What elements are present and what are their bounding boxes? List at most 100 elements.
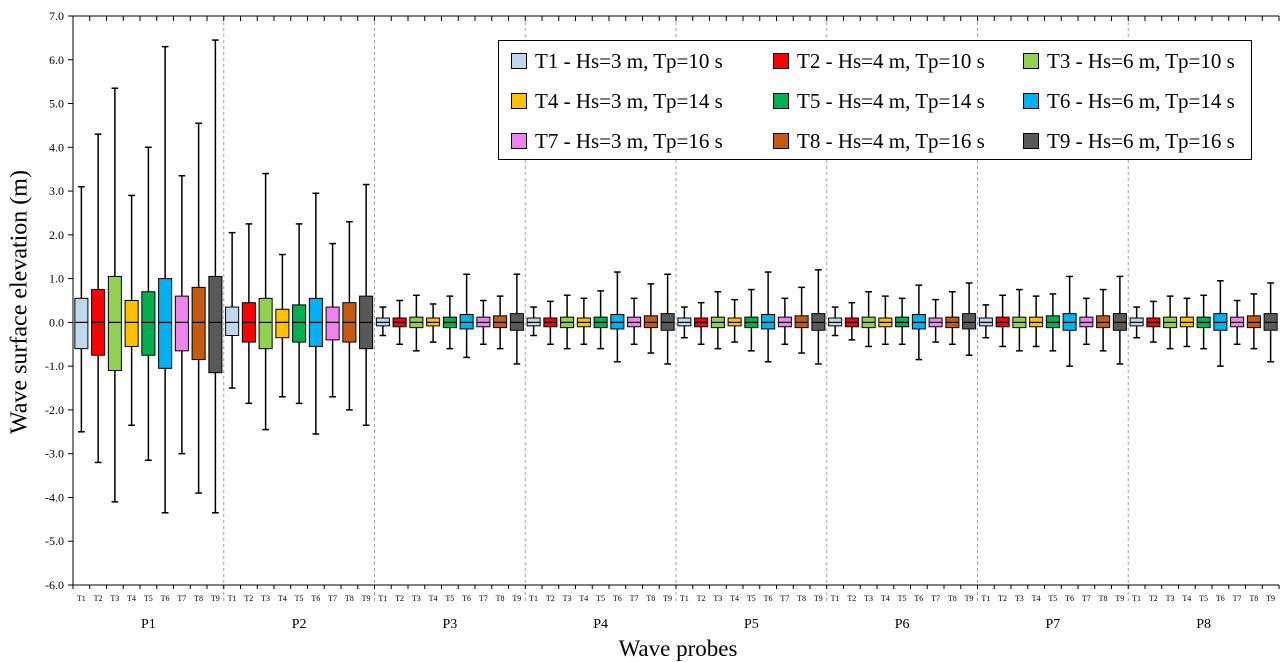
box-P6-T3 bbox=[861, 290, 876, 348]
case-tick-label: T9 bbox=[663, 594, 672, 603]
case-tick-label: T2 bbox=[546, 594, 555, 603]
box-body bbox=[1096, 315, 1111, 329]
box-P5-T1 bbox=[677, 306, 692, 339]
box-P7-T3 bbox=[1012, 288, 1027, 352]
case-tick-label: T2 bbox=[94, 594, 103, 603]
case-tick-label: T9 bbox=[362, 594, 371, 603]
case-tick-label: T6 bbox=[1065, 594, 1074, 603]
y-tick-label: 0.0 bbox=[49, 315, 64, 329]
box-body bbox=[794, 315, 809, 329]
y-tick-label: 7.0 bbox=[49, 9, 64, 23]
box-P4-T8 bbox=[643, 283, 658, 354]
box-P1-T1 bbox=[74, 185, 89, 433]
case-tick-label: T6 bbox=[764, 594, 773, 603]
case-tick-label: T1 bbox=[378, 594, 387, 603]
box-P1-T5 bbox=[141, 146, 156, 462]
box-P3-T8 bbox=[493, 295, 508, 350]
box-P5-T5 bbox=[744, 288, 759, 352]
case-tick-label: T6 bbox=[161, 594, 170, 603]
y-tick-label: -1.0 bbox=[45, 359, 64, 373]
box-P7-T1 bbox=[978, 304, 993, 339]
case-tick-label: T6 bbox=[462, 594, 471, 603]
y-tick-label: 3.0 bbox=[49, 184, 64, 198]
box-P4-T9 bbox=[660, 273, 675, 365]
box-P2-T7 bbox=[325, 242, 340, 398]
box-P3-T5 bbox=[442, 295, 457, 350]
box-P5-T7 bbox=[777, 297, 792, 346]
legend-swatch bbox=[1023, 93, 1039, 109]
box-P1-T2 bbox=[91, 133, 106, 464]
legend-swatch bbox=[1023, 133, 1039, 149]
box-P6-T7 bbox=[928, 298, 943, 343]
box-body bbox=[107, 275, 122, 372]
y-tick-label: -4.0 bbox=[45, 490, 64, 504]
group-label: P2 bbox=[292, 617, 307, 632]
box-P8-T4 bbox=[1179, 297, 1194, 348]
y-tick-label: 2.0 bbox=[49, 228, 64, 242]
case-tick-label: T9 bbox=[965, 594, 974, 603]
box-body bbox=[1045, 315, 1060, 329]
box-P2-T9 bbox=[359, 183, 374, 426]
case-tick-label: T1 bbox=[831, 594, 840, 603]
y-tick-label: -3.0 bbox=[45, 447, 64, 461]
box-P2-T5 bbox=[292, 223, 307, 405]
case-tick-label: T7 bbox=[328, 594, 337, 603]
y-tick-label: 4.0 bbox=[49, 140, 64, 154]
box-P5-T8 bbox=[794, 286, 809, 354]
case-tick-label: T7 bbox=[931, 594, 940, 603]
case-tick-label: T9 bbox=[814, 594, 823, 603]
box-P4-T3 bbox=[560, 294, 575, 350]
box-P2-T4 bbox=[275, 253, 290, 398]
box-P1-T4 bbox=[124, 194, 139, 426]
box-body bbox=[208, 275, 223, 374]
case-tick-label: T9 bbox=[211, 594, 220, 603]
box-body bbox=[292, 304, 307, 343]
box-P3-T7 bbox=[476, 299, 491, 346]
box-body bbox=[174, 295, 189, 352]
group-label: P3 bbox=[442, 617, 457, 632]
box-P8-T3 bbox=[1163, 295, 1178, 350]
box-P6-T5 bbox=[895, 297, 910, 346]
box-P2-T6 bbox=[308, 192, 323, 435]
box-P7-T7 bbox=[1079, 297, 1094, 346]
box-body bbox=[191, 286, 206, 361]
group-label: P1 bbox=[141, 617, 156, 632]
group-label: P5 bbox=[744, 617, 759, 632]
box-body bbox=[225, 306, 240, 337]
legend-label: T6 - Hs=6 m, Tp=14 s bbox=[1047, 88, 1235, 113]
y-axis-title: Wave surface elevation (m) bbox=[6, 170, 33, 434]
box-body bbox=[643, 315, 658, 329]
case-tick-label: T8 bbox=[797, 594, 806, 603]
box-P4-T1 bbox=[526, 306, 541, 337]
box-P8-T2 bbox=[1146, 300, 1161, 343]
box-P2-T8 bbox=[342, 220, 357, 411]
legend-swatch bbox=[773, 53, 789, 69]
case-tick-label: T7 bbox=[177, 594, 186, 603]
legend-label: T7 - Hs=3 m, Tp=16 s bbox=[535, 128, 723, 153]
box-P8-T7 bbox=[1230, 299, 1245, 346]
case-tick-label: T7 bbox=[780, 594, 789, 603]
group-label: P6 bbox=[895, 617, 910, 632]
box-P5-T2 bbox=[694, 301, 709, 346]
legend-swatch bbox=[511, 133, 527, 149]
box-body bbox=[610, 314, 625, 330]
case-tick-label: T9 bbox=[512, 594, 521, 603]
case-tick-label: T8 bbox=[194, 594, 203, 603]
box-P6-T4 bbox=[878, 295, 893, 346]
case-tick-label: T4 bbox=[127, 594, 136, 603]
case-tick-label: T2 bbox=[998, 594, 1007, 603]
case-tick-label: T3 bbox=[110, 594, 119, 603]
box-P8-T5 bbox=[1196, 294, 1211, 350]
legend-item: T4 - Hs=3 m, Tp=14 s bbox=[511, 81, 773, 121]
case-tick-label: T9 bbox=[1115, 594, 1124, 603]
box-P6-T6 bbox=[911, 284, 926, 361]
case-tick-label: T1 bbox=[228, 594, 237, 603]
legend-item: T2 - Hs=4 m, Tp=10 s bbox=[773, 41, 1023, 81]
legend-label: T1 - Hs=3 m, Tp=10 s bbox=[535, 48, 723, 73]
legend-label: T8 - Hs=4 m, Tp=16 s bbox=[797, 128, 985, 153]
box-P6-T1 bbox=[828, 306, 843, 337]
box-P5-T3 bbox=[710, 290, 725, 350]
legend-item: T8 - Hs=4 m, Tp=16 s bbox=[773, 121, 1023, 161]
box-body bbox=[493, 315, 508, 329]
